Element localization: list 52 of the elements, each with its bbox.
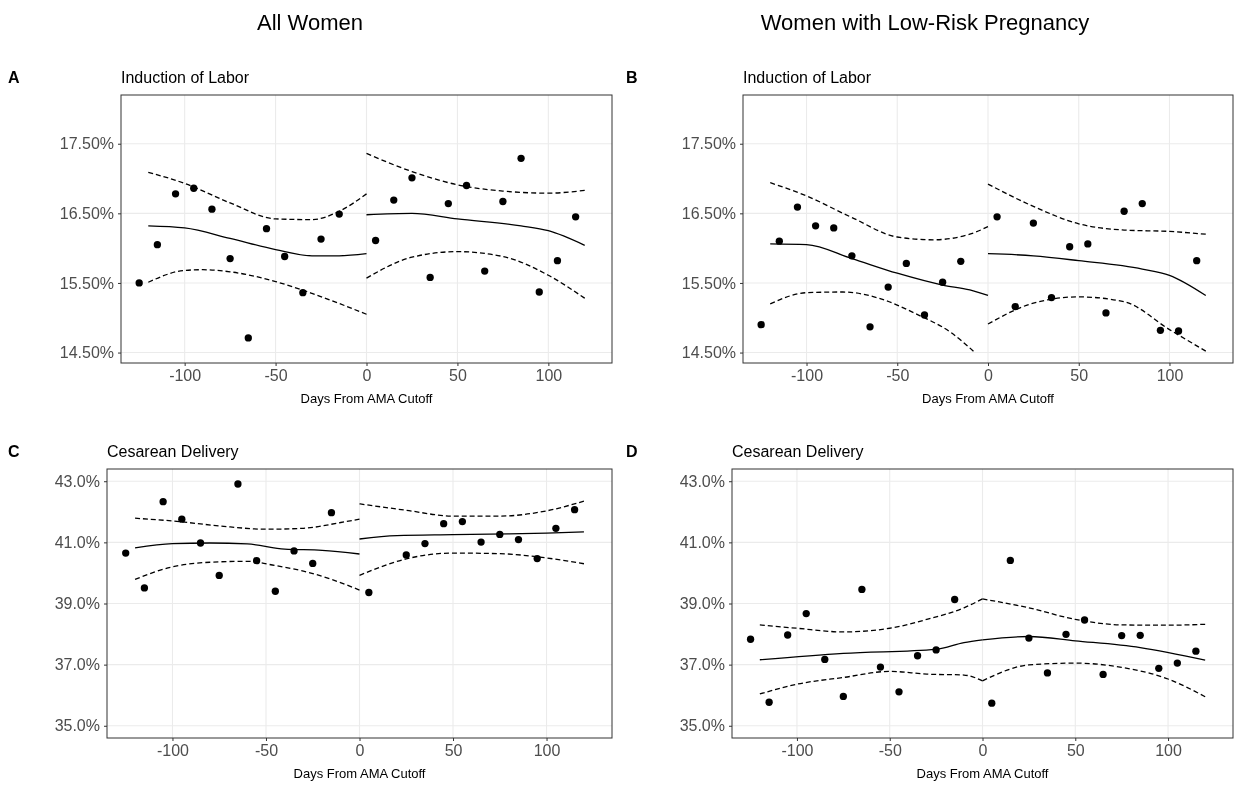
- y-tick-label: 43.0%: [54, 472, 100, 490]
- x-tick-label: -50: [254, 742, 279, 760]
- x-tick-label: 0: [362, 367, 372, 385]
- x-tick-label: 100: [1155, 742, 1182, 760]
- y-tick-label: 35.0%: [679, 717, 725, 735]
- chart-subtitle: Induction of Labor: [121, 69, 250, 86]
- x-axis-title: Days From AMA Cutoff: [300, 391, 433, 406]
- y-tick-label: 39.0%: [679, 595, 725, 613]
- chart-title: Cesarean Delivery: [107, 443, 239, 460]
- x-axis-title: Days From AMA Cutoff: [293, 766, 426, 781]
- y-tick-label: 43.0%: [679, 472, 725, 490]
- x-axis-title: Days From AMA Cutoff: [922, 391, 1055, 406]
- x-tick-label: 0: [978, 742, 988, 760]
- x-tick-label: 100: [533, 742, 561, 760]
- x-tick-label: -50: [264, 367, 288, 385]
- text: C: [8, 443, 20, 460]
- chart-title: Cesarean Delivery: [732, 443, 864, 460]
- y-tick-label: 39.0%: [54, 595, 100, 613]
- y-tick-label: 37.0%: [679, 656, 725, 674]
- text: A: [8, 69, 20, 86]
- x-tick-label: 50: [1070, 367, 1089, 385]
- x-tick-label: -100: [791, 367, 824, 385]
- y-tick-label: 15.50%: [59, 274, 114, 292]
- text: D: [626, 443, 638, 460]
- chart-title: Women with Low-Risk Pregnancy: [760, 10, 1090, 35]
- y-tick-label: 41.0%: [679, 533, 725, 551]
- x-tick-label: -50: [878, 742, 902, 760]
- y-tick-label: 16.50%: [59, 204, 114, 222]
- x-tick-label: 100: [1156, 367, 1184, 385]
- x-tick-label: 100: [535, 367, 563, 385]
- x-tick-label: 50: [449, 367, 467, 385]
- y-tick-label: 15.50%: [681, 274, 736, 292]
- y-tick-label: 16.50%: [681, 204, 736, 222]
- x-tick-label: -50: [886, 367, 910, 385]
- y-tick-label: 17.50%: [59, 135, 114, 153]
- chart-title: All Women: [257, 10, 363, 35]
- y-tick-label: 35.0%: [54, 717, 100, 735]
- x-tick-label: 0: [984, 367, 994, 385]
- chart-subtitle: Induction of Labor: [743, 69, 872, 86]
- x-tick-label: -100: [156, 742, 190, 760]
- x-tick-label: 50: [1066, 742, 1085, 760]
- x-tick-label: -100: [781, 742, 814, 760]
- x-tick-label: -100: [169, 367, 202, 385]
- x-tick-label: 50: [444, 742, 463, 760]
- y-tick-label: 14.50%: [59, 344, 114, 362]
- y-tick-label: 41.0%: [54, 533, 100, 551]
- y-tick-label: 14.50%: [681, 344, 736, 362]
- y-tick-label: 17.50%: [681, 135, 736, 153]
- x-tick-label: 0: [355, 742, 365, 760]
- x-axis-title: Days From AMA Cutoff: [916, 766, 1049, 781]
- y-tick-label: 37.0%: [54, 656, 100, 674]
- text: B: [626, 69, 638, 86]
